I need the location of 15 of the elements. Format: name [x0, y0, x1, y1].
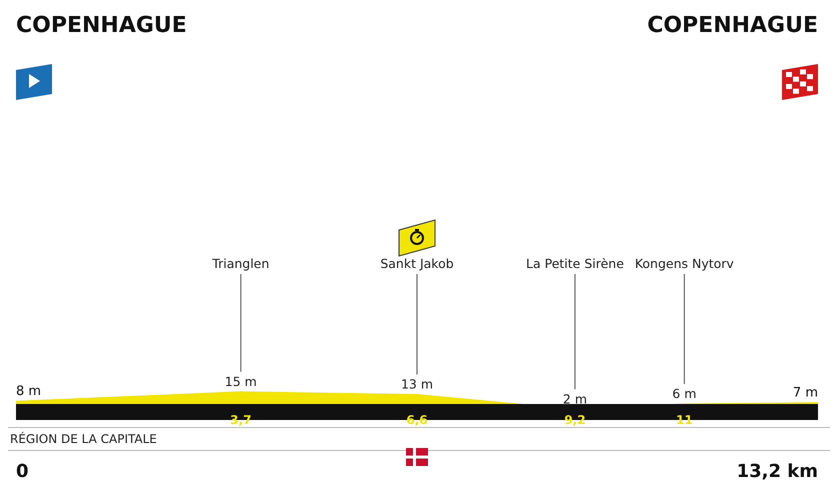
annotation: Kongens Nytorv	[634, 256, 734, 271]
data-label: 15 m	[224, 374, 257, 389]
data-label: 6 m	[672, 386, 696, 401]
data-label: 2 m	[562, 391, 588, 406]
annotation: La Petite Sirène	[526, 256, 624, 271]
text: 0	[16, 461, 29, 482]
data-label: 7 m	[792, 386, 818, 401]
data-label: 8 m	[16, 384, 42, 400]
text: RÉGION DE LA CAPITALE	[8, 427, 830, 451]
text: 13,2 km	[736, 461, 818, 482]
data-label: 13 m	[400, 376, 434, 392]
annotation: COPENHAGUE	[647, 13, 818, 38]
annotation: COPENHAGUE	[16, 13, 187, 38]
annotation: Sankt Jakob	[380, 256, 454, 271]
annotation: Trianglen	[211, 256, 270, 271]
